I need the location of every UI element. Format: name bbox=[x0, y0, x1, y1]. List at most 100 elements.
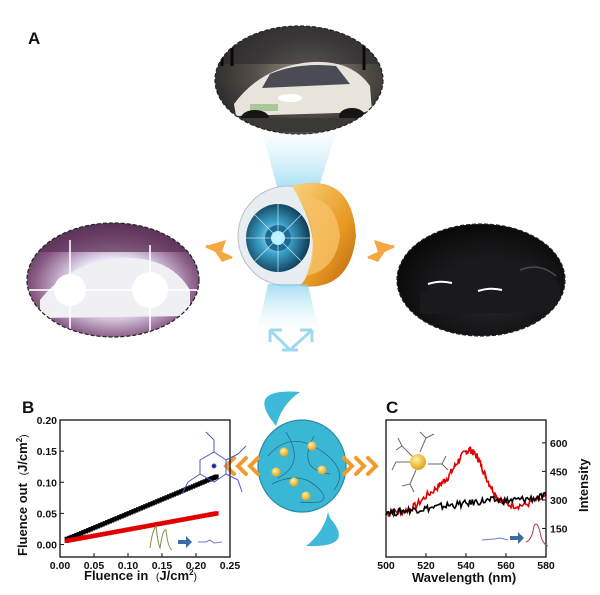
chart-b-point-red bbox=[193, 515, 198, 520]
chart-b-point-black bbox=[71, 533, 77, 539]
chart-b-point-red bbox=[145, 523, 150, 529]
chart-b-point-red bbox=[197, 514, 203, 519]
chart-b-ylabel: Fluence out (J/cm2) bbox=[15, 434, 30, 556]
chart-c-xtick-label: 560 bbox=[497, 560, 515, 572]
chart-b-point-black bbox=[205, 478, 210, 483]
chart-b-point-red bbox=[119, 528, 124, 533]
transmitted-light-beam bbox=[258, 284, 318, 328]
chart-b-point-red bbox=[157, 521, 162, 527]
chart-b-point-black bbox=[176, 490, 181, 495]
chart-b-point-black bbox=[190, 484, 196, 489]
chart-b-point-black bbox=[88, 527, 93, 532]
chart-b-point-red bbox=[133, 525, 139, 531]
chart-b-point-black bbox=[131, 509, 136, 514]
car-dark-photo bbox=[396, 223, 566, 337]
chart-b-ytick-label: 0.05 bbox=[37, 508, 58, 520]
panel-b-label: B bbox=[22, 398, 34, 417]
chart-b-point-red bbox=[202, 513, 208, 518]
chart-b-xtick-label: 0.15 bbox=[152, 560, 173, 572]
chart-b-point-red bbox=[138, 525, 143, 530]
chart-b-point-red bbox=[162, 520, 167, 526]
chart-b-point-red bbox=[169, 519, 174, 524]
chart-b-point-black bbox=[145, 503, 150, 508]
chart-b-point-red bbox=[83, 535, 89, 540]
chart-b-ytick-label: 0.15 bbox=[37, 446, 58, 458]
car-normal-lighting-photo bbox=[214, 25, 384, 135]
chart-b-point-red bbox=[166, 519, 172, 525]
arrow-to-glare-icon bbox=[205, 240, 233, 262]
chart-b-point-black bbox=[178, 489, 184, 494]
chart-b-point-red bbox=[71, 537, 77, 542]
arrow-to-dark-icon bbox=[367, 240, 395, 262]
chart-c-series-red bbox=[385, 446, 547, 519]
chart-b-point-red bbox=[171, 518, 177, 524]
chart-b-point-red bbox=[178, 517, 184, 523]
chart-c-xtick-label: 540 bbox=[457, 560, 475, 572]
chart-b-point-red bbox=[131, 526, 136, 531]
chart-b-point-black bbox=[119, 514, 124, 519]
inset-arrow-c-icon bbox=[510, 532, 524, 544]
chart-b-point-black bbox=[185, 486, 191, 491]
chart-c-ytick-label: 600 bbox=[550, 438, 568, 450]
chart-b-point-black bbox=[114, 516, 119, 521]
chart-b-point-black bbox=[112, 517, 117, 522]
molecule-structure-inset bbox=[181, 431, 247, 495]
chart-b-xtick-label: 0.25 bbox=[220, 560, 241, 572]
chart-b-point-red bbox=[100, 532, 105, 537]
chart-b-xtick-label: 0.05 bbox=[84, 560, 105, 572]
chart-b-point-red bbox=[147, 523, 153, 528]
chart-b-point-red bbox=[126, 527, 131, 532]
chart-b-point-black bbox=[193, 483, 198, 488]
chart-b-point-black bbox=[102, 521, 108, 526]
chart-b-point-red bbox=[114, 529, 119, 534]
chart-b-point-black bbox=[147, 502, 153, 507]
chart-b-point-black bbox=[197, 481, 203, 486]
chart-c-xtick-label: 520 bbox=[417, 560, 435, 572]
output-light-arrows-icon bbox=[268, 328, 314, 352]
chart-b-point-red bbox=[174, 518, 179, 523]
chart-b-point-red bbox=[107, 530, 112, 536]
chart-b-axis-labels: Fluence in (J/cm2) Fluence out (J/cm2) bbox=[15, 434, 197, 583]
chart-b-point-black bbox=[202, 479, 208, 484]
chart-b-ytick-label: 0.20 bbox=[37, 415, 58, 427]
chart-b-point-red bbox=[109, 530, 115, 535]
chart-b-point-red bbox=[105, 531, 110, 536]
chart-c-ytick-label: 450 bbox=[550, 466, 568, 478]
chart-b-point-black bbox=[214, 474, 219, 479]
chart-b-point-black bbox=[95, 524, 100, 529]
eye-cross-section-illustration bbox=[237, 182, 356, 287]
chart-c-ytick-label: 300 bbox=[550, 495, 568, 507]
chart-b-point-red bbox=[97, 532, 103, 537]
intraocular-lens-illustration bbox=[257, 391, 347, 547]
chart-b-point-black bbox=[126, 511, 131, 516]
chart-b-point-black bbox=[188, 485, 193, 490]
chart-b-point-black bbox=[90, 526, 96, 531]
chart-c-xtick-label: 580 bbox=[537, 560, 555, 572]
chart-b-point-black bbox=[195, 482, 200, 487]
chart-b-point-red bbox=[205, 512, 210, 518]
chart-b-point-black bbox=[97, 523, 103, 528]
chart-b-point-red bbox=[183, 516, 188, 522]
chart-c-series-black bbox=[385, 491, 547, 518]
chart-b-point-black bbox=[76, 532, 81, 537]
chart-b-point-black bbox=[169, 493, 174, 498]
chart-b-point-black bbox=[116, 515, 122, 520]
chart-b-point-black bbox=[157, 498, 162, 503]
chart-b-point-red bbox=[66, 538, 72, 543]
car-glare-photo bbox=[26, 222, 200, 338]
panel-c-label: C bbox=[386, 398, 398, 417]
chart-b-point-red bbox=[116, 529, 122, 534]
panel-a-label: A bbox=[28, 29, 40, 48]
chart-b-point-red bbox=[121, 528, 127, 533]
chart-b-point-black bbox=[133, 508, 139, 513]
chart-b-point-black bbox=[107, 519, 112, 524]
chart-c-emission: 500 520 540 560 580 150 300 450 600 bbox=[377, 419, 568, 572]
chart-b-point-red bbox=[214, 511, 219, 516]
incoming-light-beam bbox=[262, 132, 336, 190]
chart-b-point-black bbox=[93, 525, 98, 530]
chart-b-point-red bbox=[76, 536, 81, 541]
chart-b-xtick-label: 0.00 bbox=[50, 560, 71, 572]
chart-b-ytick-label: 0.10 bbox=[37, 477, 58, 489]
chart-b-point-red bbox=[124, 527, 129, 533]
